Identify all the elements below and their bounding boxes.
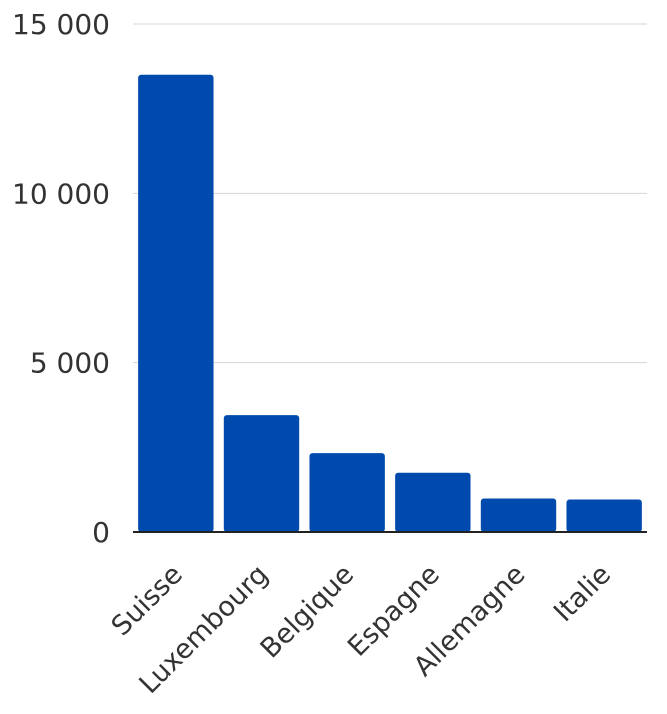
- bar-belgique: [309, 453, 385, 532]
- bar-espagne: [395, 472, 471, 532]
- bar-luxembourg: [223, 415, 300, 532]
- y-axis-tick-labels: 0 5 000 10 000 15 000: [12, 8, 110, 549]
- bar-allemagne: [480, 498, 557, 532]
- bar-italie: [566, 499, 642, 532]
- bars: [138, 74, 642, 533]
- grid-lines: [133, 23, 647, 364]
- x-axis-category-labels: SuisseLuxembourgBelgiqueEspagneAllemagne…: [106, 559, 617, 700]
- y-tick-label: 10 000: [12, 177, 110, 210]
- x-category-label: Suisse: [106, 559, 189, 642]
- y-tick-label: 0: [92, 516, 110, 549]
- x-category-label: Italie: [548, 559, 617, 628]
- y-tick-label: 5 000: [30, 347, 110, 380]
- bar-suisse: [138, 74, 214, 533]
- y-tick-label: 15 000: [12, 8, 110, 41]
- x-category-label: Belgique: [255, 559, 360, 664]
